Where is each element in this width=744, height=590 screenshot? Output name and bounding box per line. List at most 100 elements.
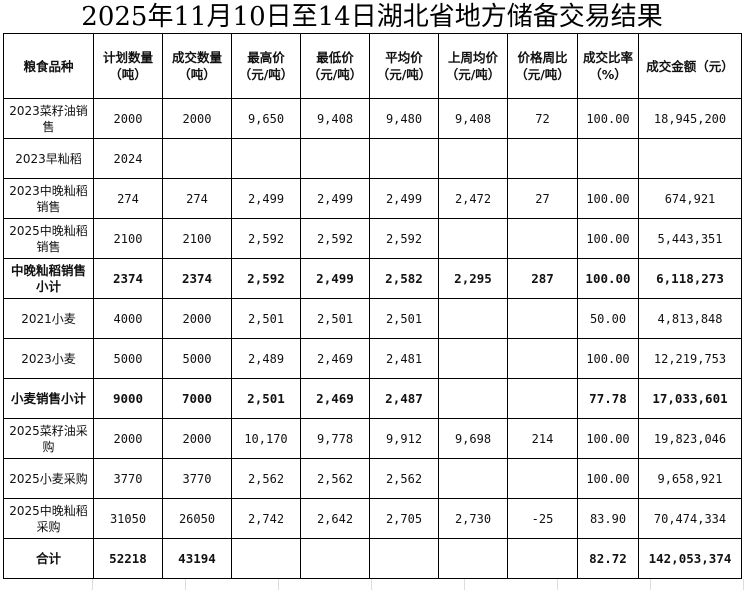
table-cell: 2,592 xyxy=(369,218,439,259)
grain-name-cell: 小麦销售小计 xyxy=(3,378,94,419)
column-header: 成交数量（吨） xyxy=(162,33,232,99)
grain-name-cell: 中晚籼稻销售小计 xyxy=(3,258,94,299)
table-cell: 2,469 xyxy=(300,338,370,379)
table-cell xyxy=(507,138,578,179)
table-cell: 2,562 xyxy=(231,458,301,499)
table-cell: 2,742 xyxy=(231,498,301,539)
grain-name-cell: 2025中晚籼稻采购 xyxy=(3,498,94,539)
table-row: 2023早籼稻 2024 xyxy=(3,138,742,179)
table-cell: 214 xyxy=(507,418,578,459)
column-header: 上周均价（元/吨） xyxy=(438,33,508,99)
table-cell: 100.00 xyxy=(577,218,639,259)
table-cell: 2,499 xyxy=(231,178,301,219)
table-cell: 2,487 xyxy=(369,378,439,419)
table-cell: 2,562 xyxy=(369,458,439,499)
table-cell: 18,945,200 xyxy=(638,98,742,139)
table-cell xyxy=(231,138,301,179)
header-row: 粮食品种 计划数量（吨） 成交数量（吨） 最高价（元/吨） 最低价（元/吨） 平均价（元/… xyxy=(3,33,742,99)
page-title: 2025年11月10日至14日湖北省地方储备交易结果 xyxy=(81,2,663,32)
table-cell: 4,813,848 xyxy=(638,298,742,339)
table-cell: 2000 xyxy=(93,98,163,139)
table-cell: 2000 xyxy=(162,418,232,459)
table-cell: 2,562 xyxy=(300,458,370,499)
table-cell: 274 xyxy=(162,178,232,219)
table-cell xyxy=(369,538,439,579)
table-cell xyxy=(577,138,639,179)
table-cell: 100.00 xyxy=(577,98,639,139)
table-cell: 2,501 xyxy=(369,298,439,339)
table-cell: 5,443,351 xyxy=(638,218,742,259)
table-cell: 9,912 xyxy=(369,418,439,459)
table-cell: 7000 xyxy=(162,378,232,419)
table-cell xyxy=(638,138,742,179)
table-cell: 2,472 xyxy=(438,178,508,219)
table-cell: 2,499 xyxy=(300,258,370,299)
column-header: 最高价（元/吨） xyxy=(231,33,301,99)
table-row: 2021小麦 4000 2000 2,501 2,501 2,501 50.00 4,813,… xyxy=(3,298,742,339)
table-cell: 100.00 xyxy=(577,338,639,379)
subtotal-row: 合计 52218 43194 82.72 142,053,374 xyxy=(3,538,742,579)
table-cell xyxy=(300,538,370,579)
table-cell: 2100 xyxy=(162,218,232,259)
table-cell xyxy=(438,378,508,419)
grain-name-cell: 合计 xyxy=(3,538,94,579)
table-cell xyxy=(438,218,508,259)
table-cell: 3770 xyxy=(162,458,232,499)
table-cell: 2000 xyxy=(162,298,232,339)
subtotal-row: 中晚籼稻销售小计 2374 2374 2,592 2,499 2,582 2,295 287 1… xyxy=(3,258,742,299)
grain-name-cell: 2023小麦 xyxy=(3,338,94,379)
grain-name-cell: 2023中晚籼稻销售 xyxy=(3,178,94,219)
table-cell: 2,501 xyxy=(231,298,301,339)
table-cell: 2,489 xyxy=(231,338,301,379)
table-cell: 5000 xyxy=(162,338,232,379)
table-cell: 3770 xyxy=(93,458,163,499)
table-cell: 27 xyxy=(507,178,578,219)
table-cell: 2,481 xyxy=(369,338,439,379)
table-cell: 9,698 xyxy=(438,418,508,459)
table-cell: 17,033,601 xyxy=(638,378,742,419)
table-cell: 2000 xyxy=(93,418,163,459)
table-cell: 2,499 xyxy=(369,178,439,219)
table-cell: 100.00 xyxy=(577,418,639,459)
table-cell: 72 xyxy=(507,98,578,139)
table-cell: 674,921 xyxy=(638,178,742,219)
table-cell: 52218 xyxy=(93,538,163,579)
table-cell: 2,582 xyxy=(369,258,439,299)
column-header: 计划数量（吨） xyxy=(93,33,163,99)
table-cell xyxy=(369,138,439,179)
table-cell: 9,408 xyxy=(300,98,370,139)
table-cell xyxy=(300,138,370,179)
table-cell: 2024 xyxy=(93,138,163,179)
table-cell xyxy=(438,538,508,579)
table-cell xyxy=(231,538,301,579)
table-cell xyxy=(507,538,578,579)
table-cell: 100.00 xyxy=(577,458,639,499)
table-cell: 2,499 xyxy=(300,178,370,219)
table-row: 2025小麦采购 3770 3770 2,562 2,562 2,562 100.00 9,6… xyxy=(3,458,742,499)
table-cell: 2,592 xyxy=(231,218,301,259)
column-header: 最低价（元/吨） xyxy=(300,33,370,99)
table-row: 2025菜籽油采购 2000 2000 10,170 9,778 9,912 9,698 21… xyxy=(3,418,742,459)
table-cell: 2,705 xyxy=(369,498,439,539)
table-cell: 31050 xyxy=(93,498,163,539)
table-cell xyxy=(438,298,508,339)
table-cell: 2,501 xyxy=(300,298,370,339)
column-header: 价格周比（元/吨） xyxy=(507,33,578,99)
table-cell: 83.90 xyxy=(577,498,639,539)
table-row: 2023小麦 5000 5000 2,489 2,469 2,481 100.00 12,21… xyxy=(3,338,742,379)
grain-name-cell: 2025中晚籼稻销售 xyxy=(3,218,94,259)
table-cell: 10,170 xyxy=(231,418,301,459)
table-cell: 2374 xyxy=(93,258,163,299)
table-cell: 43194 xyxy=(162,538,232,579)
table-cell: 4000 xyxy=(93,298,163,339)
table-cell: 9,480 xyxy=(369,98,439,139)
table-cell: 19,823,046 xyxy=(638,418,742,459)
table-cell: 287 xyxy=(507,258,578,299)
table-cell xyxy=(438,458,508,499)
table-cell: 9,408 xyxy=(438,98,508,139)
table-cell: 2,592 xyxy=(300,218,370,259)
table-row: 2023菜籽油销售 2000 2000 9,650 9,408 9,480 9,408 72 1… xyxy=(3,98,742,139)
table-cell xyxy=(507,298,578,339)
table-cell: 2100 xyxy=(93,218,163,259)
subtotal-row: 小麦销售小计 9000 7000 2,501 2,469 2,487 77.78 17,033… xyxy=(3,378,742,419)
